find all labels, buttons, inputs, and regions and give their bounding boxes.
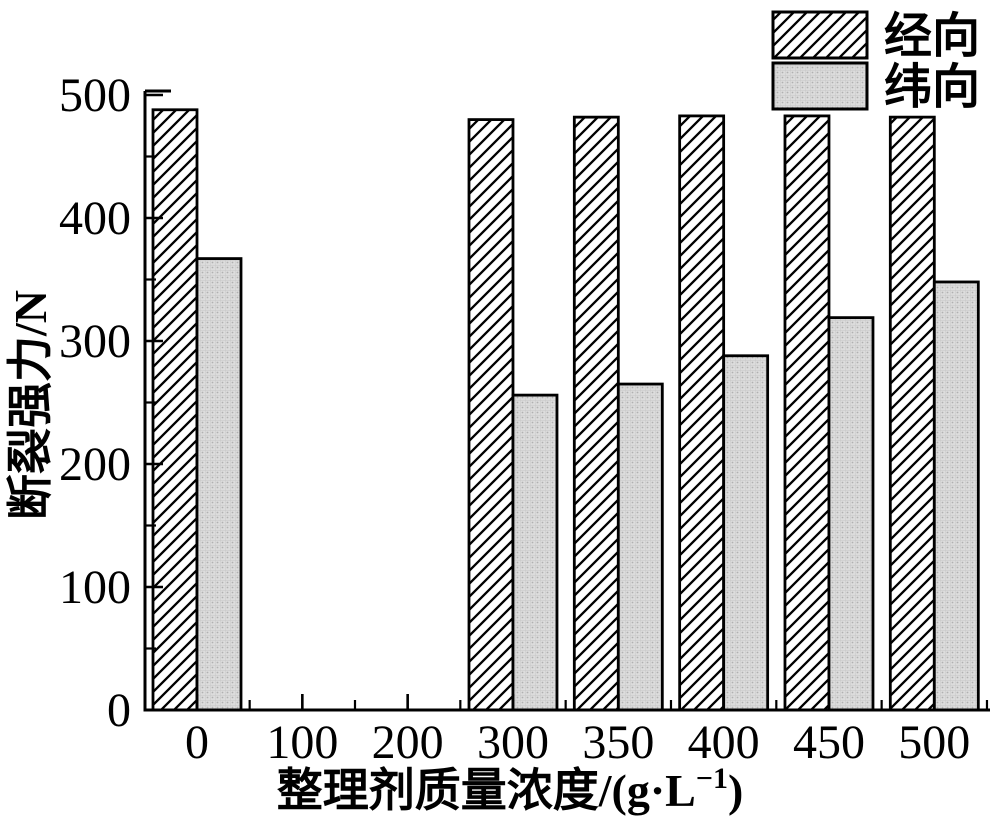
warp-bar-350 — [572, 115, 620, 712]
x-tick-label: 500 — [898, 716, 970, 769]
y-tick-label: 100 — [59, 561, 131, 614]
x-tick-label: 450 — [793, 716, 865, 769]
y-tick-label: 0 — [107, 684, 131, 737]
x-tick-label: 200 — [372, 716, 444, 769]
x-tick-label: 100 — [266, 716, 338, 769]
x-tick-label: 400 — [688, 716, 760, 769]
weft-bar-350 — [616, 382, 664, 712]
x-axis-title: 整理剂质量浓度/(g·L−1) — [277, 762, 744, 816]
warp-bar-450 — [783, 114, 831, 712]
x-tick-label: 0 — [185, 716, 209, 769]
weft-bar-0 — [195, 257, 243, 712]
legend-label-weft: 纬向 — [884, 61, 980, 114]
warp-bar-300 — [467, 118, 515, 712]
warp-bar-500 — [888, 115, 936, 712]
legend-label-warp: 经向 — [884, 10, 980, 63]
x-tick-label: 300 — [477, 716, 549, 769]
y-tick-label: 300 — [59, 315, 131, 368]
axes-layer — [143, 89, 990, 712]
weft-bar-500 — [932, 280, 980, 712]
weft-bar-400 — [722, 354, 770, 712]
warp-bar-400 — [678, 114, 726, 712]
legend-swatch-warp — [771, 10, 869, 60]
x-tick-label: 350 — [582, 716, 654, 769]
warp-bar-0 — [151, 108, 199, 712]
bars-layer — [151, 108, 980, 712]
y-tick-label: 200 — [59, 438, 131, 491]
y-tick-label: 400 — [59, 192, 131, 245]
legend-swatch-weft — [771, 61, 869, 111]
weft-bar-450 — [827, 316, 875, 712]
y-axis-title: 断裂强力/N — [5, 290, 56, 520]
weft-bar-300 — [511, 393, 559, 712]
labels-layer: 0 100 200 300 400 500 0 100 200 300 350 400 450 500 断裂… — [5, 69, 970, 816]
y-tick-label: 500 — [59, 69, 131, 122]
